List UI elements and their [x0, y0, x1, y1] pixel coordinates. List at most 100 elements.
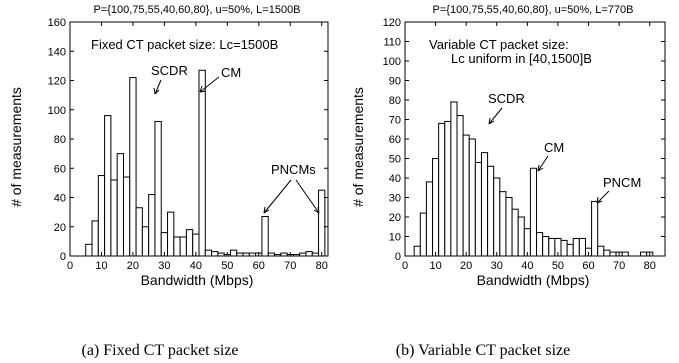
chart-a-bar — [104, 115, 112, 257]
chart-b-bar — [419, 212, 427, 257]
chart-b-bar — [548, 237, 556, 257]
chart-b-bar — [529, 167, 538, 257]
chart-b-bar — [517, 216, 525, 257]
chart-a-annotation-fixed: Fixed CT packet size: Lc=1500B — [91, 37, 278, 52]
chart-b-x-tick-label: 80 — [644, 260, 656, 272]
chart-a-x-tick-label: 40 — [190, 260, 202, 272]
chart-a-arrowhead-pncm-2 — [313, 206, 320, 214]
chart-b-bar — [603, 249, 611, 257]
chart-b-arrow-scdr — [488, 107, 503, 125]
chart-b-bar — [480, 152, 489, 257]
chart-b-y-tick-label: 10 — [389, 232, 401, 244]
chart-b-annotation-scdr: SCDR — [488, 91, 525, 106]
chart-a-y-tick-label: 100 — [48, 105, 66, 117]
chart-a-x-tick-label: 30 — [158, 260, 170, 272]
chart-b-bar — [468, 138, 476, 257]
chart-a-bar — [85, 243, 93, 257]
chart-b-x-tick-label: 60 — [582, 260, 594, 272]
chart-b-annotation-cm: CM — [544, 140, 564, 155]
chart-b-bar — [597, 245, 605, 257]
chart-b-bar — [591, 200, 599, 257]
chart-b-xlabel: Bandwidth (Mbps) — [477, 272, 590, 288]
chart-b-bar — [523, 228, 531, 257]
chart-a-axes: 0 10 20 30 40 50 60 70 80 0 20 40 60 80 100 120 140 160 — [48, 17, 329, 272]
chart-a-bar — [198, 69, 206, 257]
chart-a-bar — [116, 153, 124, 257]
chart-b-bar — [493, 177, 501, 257]
chart-a-title: P={100,75,55,40,60,80}, u=50%, L=1500B — [93, 4, 300, 16]
chart-a-y-tick-label: 160 — [48, 17, 66, 29]
chart-b-bar — [499, 191, 507, 257]
chart-b-x-tick-label: 20 — [460, 260, 472, 272]
chart-b-y-tick-label: 20 — [389, 212, 401, 224]
chart-b-annotation-lc: Lc uniform in [40,1500]B — [451, 51, 592, 66]
chart-a-y-tick-label: 80 — [54, 134, 66, 146]
chart-b-bar — [432, 158, 440, 257]
chart-b-ylabel: # of measurements — [350, 87, 366, 207]
chart-b-bar — [560, 239, 568, 257]
chart-b-x-tick-label: 50 — [552, 260, 564, 272]
chart-a-x-tick-label: 20 — [127, 260, 139, 272]
chart-a-y-tick-label: 140 — [48, 46, 66, 58]
chart-b-x-tick-label: 0 — [402, 260, 408, 272]
chart-a-bars — [85, 69, 326, 257]
chart-b-x-tick-label: 40 — [521, 260, 533, 272]
chart-b-bar — [444, 120, 452, 257]
chart-a-bar — [204, 249, 213, 257]
chart-a-bar — [318, 189, 326, 257]
chart-b-y-tick-label: 30 — [389, 193, 401, 205]
chart-a-y-tick-label: 20 — [54, 222, 66, 234]
chart-b-annotation-pncm: PNCM — [603, 175, 641, 190]
chart-a-arrowhead-cm — [199, 85, 207, 93]
chart-b-bar — [413, 245, 421, 257]
chart-a-ylabel: # of measurements — [8, 87, 24, 207]
chart-b-arrowhead-cm — [537, 164, 544, 172]
chart-a-bar — [122, 176, 131, 257]
chart-b-bar — [640, 251, 648, 257]
chart-b-bar — [505, 197, 513, 257]
caption-a: (a) Fixed CT packet size — [82, 342, 239, 359]
chart-b-bar — [578, 237, 586, 257]
chart-a-bar — [135, 207, 143, 257]
chart-b-x-tick-label: 10 — [429, 260, 441, 272]
chart-a-bar — [97, 175, 106, 257]
chart-a-arrow-pncm-1 — [263, 179, 292, 214]
chart-a-annotation-pncms: PNCMs — [271, 162, 316, 177]
chart-a-arrowhead-scdr — [153, 87, 160, 95]
chart-a-x-tick-label: 0 — [67, 260, 73, 272]
chart-a-y-tick-label: 0 — [60, 251, 66, 263]
chart-a-bar — [167, 211, 175, 257]
chart-b-y-tick-label: 120 — [383, 17, 401, 29]
chart-a-bar — [148, 194, 156, 257]
chart-a-bar — [185, 229, 194, 257]
chart-a-bar — [305, 251, 313, 257]
chart-b-y-tick-label: 100 — [383, 56, 401, 68]
chart-a-bar — [173, 236, 181, 257]
chart-a-annotation-cm: CM — [221, 65, 241, 80]
chart-a-x-tick-label: 60 — [253, 260, 265, 272]
chart-a-x-tick-label: 80 — [316, 260, 328, 272]
chart-a-arrow-pncm-2 — [295, 179, 320, 214]
chart-b-axes: 0 10 20 30 40 50 60 70 80 0 10 20 30 40 50 60 70 80 90 100 1… — [383, 17, 666, 272]
chart-b-bar — [621, 251, 629, 257]
chart-a-bar — [179, 236, 187, 257]
chart-a-bar — [229, 249, 238, 257]
chart-b-y-tick-label: 0 — [395, 251, 401, 263]
chart-b-arrows — [488, 107, 610, 204]
chart-b-bar — [511, 208, 519, 257]
chart-b-y-tick-label: 110 — [383, 37, 401, 49]
chart-b-bar — [566, 243, 574, 257]
chart-b-title: P={100,75,55,40,60,80}, u=50%, L=770B — [433, 4, 634, 16]
caption-b: (b) Variable CT packet size — [396, 342, 570, 359]
chart-a-annotation-scdr: SCDR — [151, 63, 188, 78]
chart-b-y-tick-label: 40 — [389, 173, 401, 185]
chart-b-arrow-cm — [537, 155, 549, 172]
chart-a-bar — [261, 216, 269, 257]
chart-b-bar — [542, 236, 550, 257]
chart-b-x-tick-label: 70 — [613, 260, 625, 272]
chart-b-y-tick-label: 70 — [389, 115, 401, 127]
chart-a-bar — [129, 77, 137, 257]
chart-b-bar — [438, 122, 446, 257]
chart-b-bar — [450, 101, 458, 257]
